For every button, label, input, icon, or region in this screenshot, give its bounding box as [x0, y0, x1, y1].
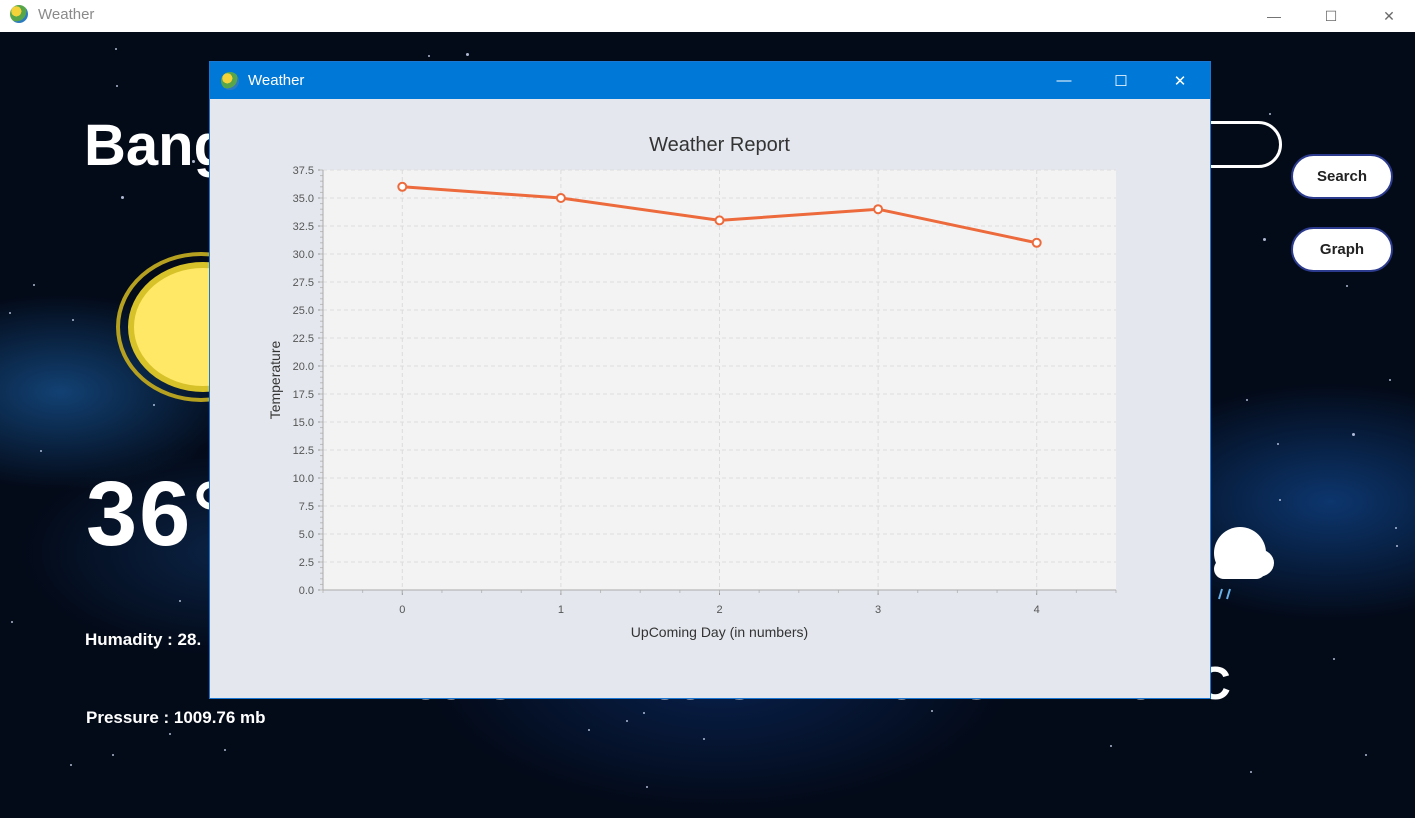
x-tick-label: 0 — [399, 604, 405, 616]
dialog-maximize-button[interactable]: ☐ — [1114, 72, 1128, 90]
x-axis-label: UpComing Day (in numbers) — [631, 624, 808, 640]
x-tick-label: 1 — [558, 604, 564, 616]
y-tick-label: 12.5 — [293, 445, 314, 457]
city-name: Bang — [84, 113, 229, 178]
star — [646, 786, 648, 788]
y-tick-label: 22.5 — [293, 333, 314, 345]
star — [192, 160, 195, 163]
data-point — [873, 204, 884, 215]
y-tick-label: 2.5 — [299, 557, 314, 569]
y-tick-label: 5.0 — [299, 529, 314, 541]
star — [112, 754, 114, 756]
x-tick-label: 2 — [716, 604, 722, 616]
chart-title: Weather Report — [649, 134, 790, 156]
close-button[interactable]: ✕ — [1383, 7, 1395, 24]
data-point — [1031, 237, 1042, 248]
y-tick-label: 30.0 — [293, 249, 314, 261]
star — [33, 284, 35, 286]
star — [116, 85, 118, 87]
pressure-text: Pressure : 1009.76 mb — [86, 708, 266, 727]
star — [1395, 527, 1397, 529]
y-tick-label: 7.5 — [299, 501, 314, 513]
star — [40, 450, 42, 452]
star — [169, 733, 171, 735]
star — [1365, 754, 1367, 756]
x-tick-label: 3 — [875, 604, 881, 616]
star — [1250, 771, 1252, 773]
chart-series — [397, 181, 1042, 248]
dialog-title: Weather — [248, 72, 305, 89]
dialog-app-icon — [221, 72, 239, 90]
dialog-close-button[interactable]: ✕ — [1173, 72, 1187, 90]
minimize-button[interactable]: — — [1267, 8, 1281, 24]
weather-line-chart: Weather Report 0.0 2.5 5.0 7.5 10.0 12.5 15.0 1… — [267, 134, 1117, 640]
star — [70, 764, 72, 766]
star — [588, 729, 590, 731]
humidity-text: Humadity : 28. — [85, 630, 202, 649]
star — [115, 48, 117, 50]
star — [1246, 399, 1248, 401]
current-temperature: 36° — [86, 463, 232, 565]
star — [1269, 113, 1271, 115]
maximize-button[interactable]: ☐ — [1324, 7, 1338, 24]
star — [1110, 745, 1112, 747]
data-point — [397, 181, 408, 192]
data-point — [555, 193, 566, 203]
y-tick-label: 32.5 — [293, 221, 314, 233]
chart-grid — [323, 169, 1116, 591]
star — [1277, 443, 1279, 445]
star — [1352, 433, 1355, 436]
dialog-titlebar: Weather — ☐ ✕ — [210, 62, 1210, 99]
main-window-title: Weather — [38, 6, 95, 23]
y-tick-label: 25.0 — [293, 305, 314, 317]
star — [119, 159, 121, 161]
app-icon — [10, 5, 28, 23]
y-axis-label: Temperature — [267, 340, 283, 419]
graph-dialog: Weather — ☐ ✕ Weather Report 0.0 2.5 5.0 7.… — [209, 61, 1211, 699]
y-tick-label: 27.5 — [293, 277, 314, 289]
chart-axes: 0.0 2.5 5.0 7.5 10.0 12.5 15.0 17.5 20.0 22.5 25.0… — [293, 165, 1117, 616]
dialog-minimize-button[interactable]: — — [1056, 72, 1072, 89]
star — [1279, 499, 1281, 501]
star — [110, 717, 112, 719]
x-tick-label: 4 — [1034, 604, 1040, 616]
star — [72, 319, 74, 321]
y-tick-label: 10.0 — [293, 473, 314, 485]
y-tick-label: 35.0 — [293, 193, 314, 205]
y-tick-label: 0.0 — [299, 585, 314, 597]
main-titlebar: Weather — ☐ ✕ — [0, 0, 1415, 32]
star — [153, 404, 155, 406]
star — [931, 710, 933, 712]
graph-button[interactable]: Graph — [1291, 227, 1393, 272]
y-tick-label: 15.0 — [293, 417, 314, 429]
star — [1396, 545, 1398, 547]
star — [626, 720, 628, 722]
star — [428, 55, 430, 57]
y-tick-label: 37.5 — [293, 165, 314, 177]
star — [224, 749, 226, 751]
data-point — [714, 215, 725, 226]
star — [703, 738, 705, 740]
search-button[interactable]: Search — [1291, 154, 1393, 199]
star — [1333, 658, 1335, 660]
y-tick-label: 20.0 — [293, 361, 314, 373]
star — [466, 53, 469, 56]
star — [1346, 285, 1348, 287]
star — [9, 312, 11, 314]
star — [643, 712, 645, 714]
star — [121, 196, 124, 199]
y-tick-label: 17.5 — [293, 389, 314, 401]
star — [1263, 238, 1266, 241]
star — [11, 621, 13, 623]
rain-cloud-icon — [1214, 527, 1274, 600]
star — [179, 600, 181, 602]
star — [1389, 379, 1391, 381]
